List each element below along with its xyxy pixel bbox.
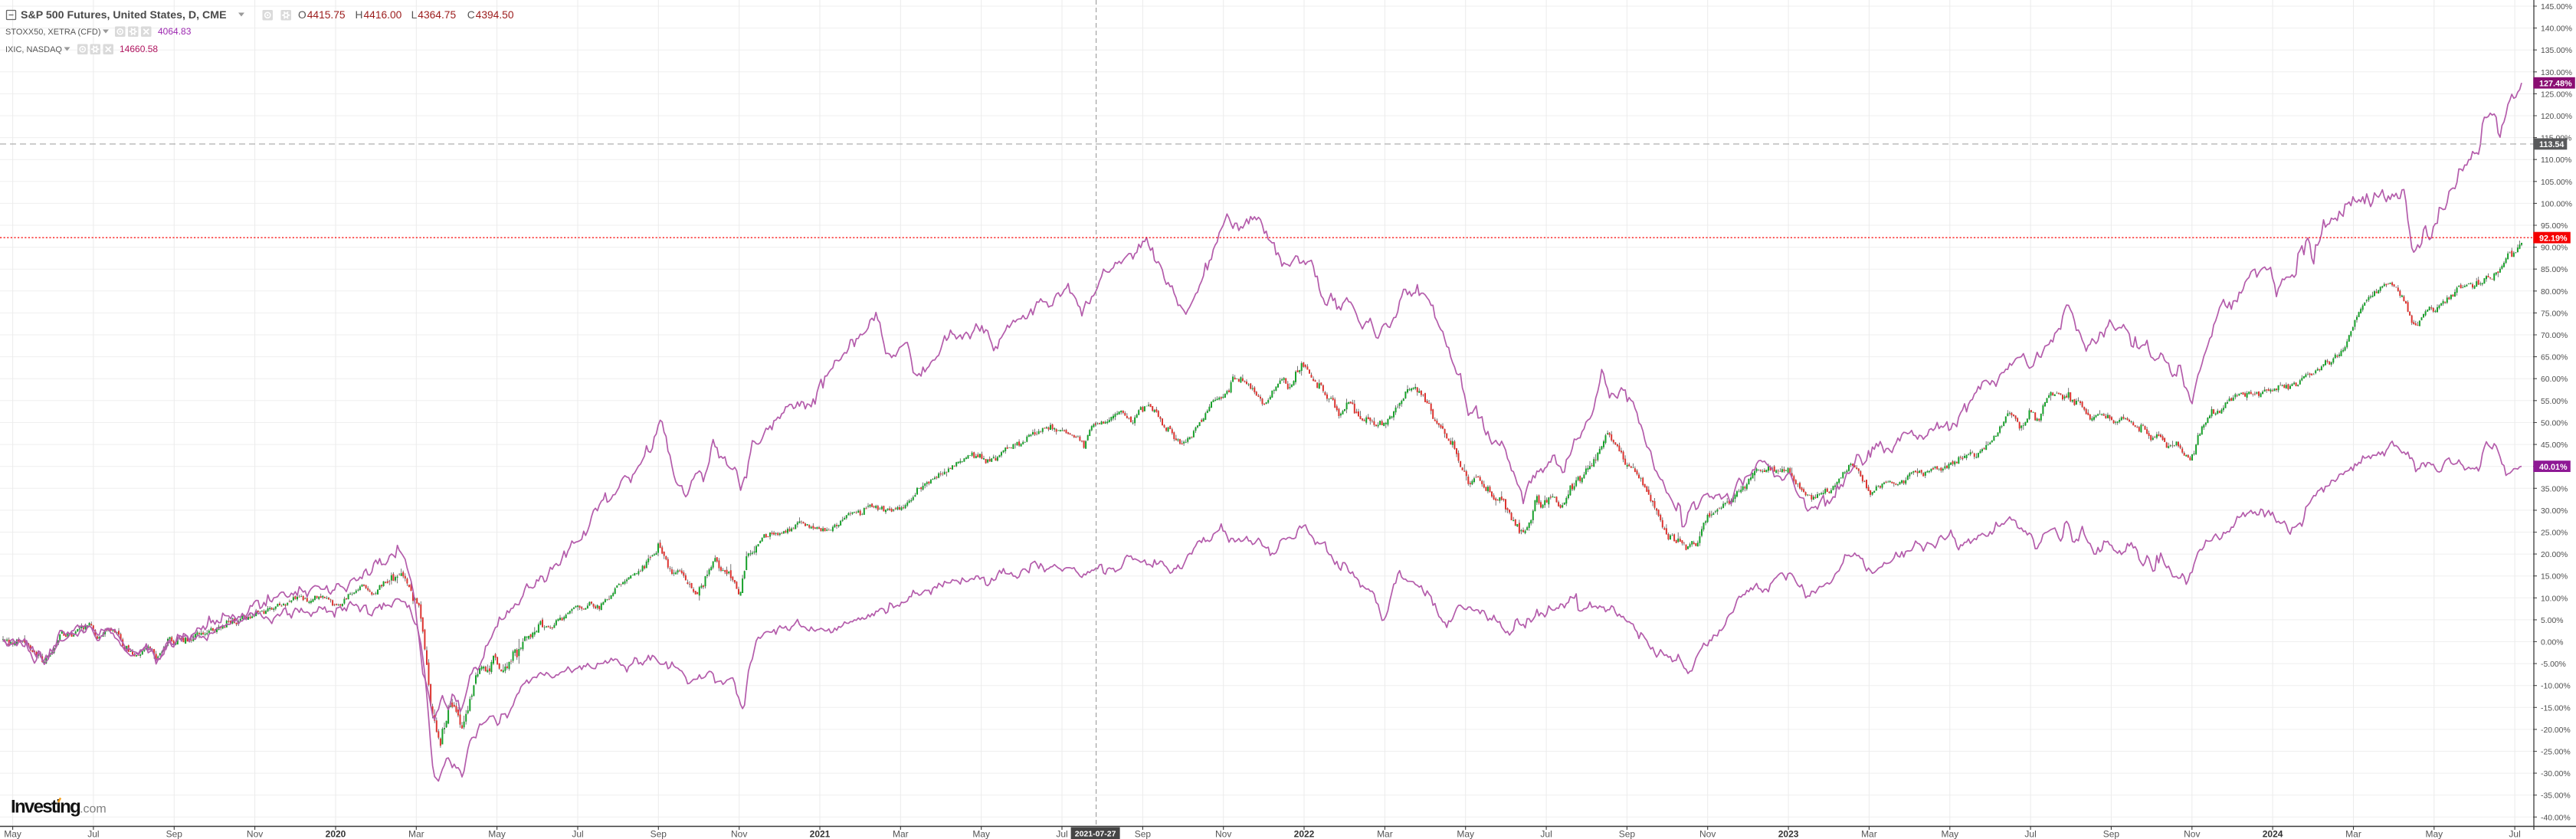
- svg-text:130.00%: 130.00%: [2541, 69, 2572, 77]
- svg-text:50.00%: 50.00%: [2541, 420, 2568, 428]
- svg-text:C4394.50: C4394.50: [467, 9, 514, 21]
- svg-text:60.00%: 60.00%: [2541, 375, 2568, 384]
- svg-text:Jul: Jul: [2024, 829, 2036, 839]
- svg-text:14660.58: 14660.58: [120, 44, 158, 54]
- svg-text:Mar: Mar: [893, 829, 909, 839]
- svg-text:-5.00%: -5.00%: [2541, 660, 2566, 669]
- svg-text:140.00%: 140.00%: [2541, 25, 2572, 34]
- svg-text:-15.00%: -15.00%: [2541, 704, 2571, 713]
- svg-text:May: May: [972, 829, 990, 839]
- svg-text:110.00%: 110.00%: [2541, 156, 2571, 165]
- svg-text:Sep: Sep: [166, 829, 183, 839]
- svg-text:Sep: Sep: [651, 829, 667, 839]
- svg-text:25.00%: 25.00%: [2541, 529, 2568, 538]
- svg-text:0.00%: 0.00%: [2541, 639, 2563, 647]
- svg-text:Jul: Jul: [572, 829, 583, 839]
- svg-text:113.54: 113.54: [2539, 140, 2564, 149]
- svg-text:45.00%: 45.00%: [2541, 441, 2568, 450]
- svg-text:5.00%: 5.00%: [2541, 617, 2563, 625]
- svg-text:105.00%: 105.00%: [2541, 179, 2572, 187]
- svg-text:2020: 2020: [326, 829, 346, 839]
- svg-text:-10.00%: -10.00%: [2541, 683, 2571, 691]
- svg-text:40.01%: 40.01%: [2539, 463, 2568, 472]
- svg-text:85.00%: 85.00%: [2541, 266, 2568, 274]
- svg-text:-30.00%: -30.00%: [2541, 770, 2571, 778]
- svg-text:-35.00%: -35.00%: [2541, 792, 2571, 801]
- svg-text:2021-07-27: 2021-07-27: [1075, 829, 1116, 838]
- svg-text:Sep: Sep: [2103, 829, 2120, 839]
- svg-text:135.00%: 135.00%: [2541, 47, 2572, 55]
- svg-text:4064.83: 4064.83: [158, 26, 192, 37]
- svg-text:May: May: [1941, 829, 1958, 839]
- svg-text:H4416.00: H4416.00: [356, 9, 402, 21]
- svg-text:Sep: Sep: [1135, 829, 1152, 839]
- svg-text:100.00%: 100.00%: [2541, 200, 2572, 208]
- svg-text:May: May: [2425, 829, 2443, 839]
- svg-text:70.00%: 70.00%: [2541, 332, 2568, 340]
- svg-text:Jul: Jul: [2509, 829, 2520, 839]
- svg-text:10.00%: 10.00%: [2541, 595, 2568, 603]
- svg-text:90.00%: 90.00%: [2541, 244, 2568, 253]
- svg-text:Nov: Nov: [731, 829, 747, 839]
- svg-text:-25.00%: -25.00%: [2541, 749, 2571, 757]
- svg-text:Nov: Nov: [1699, 829, 1716, 839]
- svg-text:95.00%: 95.00%: [2541, 222, 2568, 231]
- svg-text:O4415.75: O4415.75: [298, 9, 346, 21]
- svg-text:145.00%: 145.00%: [2541, 3, 2572, 11]
- svg-text:Mar: Mar: [1861, 829, 1877, 839]
- svg-text:127.48%: 127.48%: [2539, 79, 2572, 88]
- svg-text:65.00%: 65.00%: [2541, 354, 2568, 362]
- svg-text:15.00%: 15.00%: [2541, 573, 2568, 582]
- svg-text:STOXX50, XETRA (CFD): STOXX50, XETRA (CFD): [5, 28, 101, 37]
- svg-text:92.19%: 92.19%: [2539, 234, 2568, 243]
- svg-text:-40.00%: -40.00%: [2541, 814, 2571, 822]
- svg-text:Nov: Nov: [1215, 829, 1231, 839]
- svg-text:Nov: Nov: [247, 829, 263, 839]
- svg-text:IXIC, NASDAQ: IXIC, NASDAQ: [5, 45, 62, 54]
- svg-text:Sep: Sep: [1619, 829, 1636, 839]
- svg-text:Mar: Mar: [1377, 829, 1393, 839]
- svg-text:2024: 2024: [2263, 829, 2283, 839]
- svg-text:20.00%: 20.00%: [2541, 551, 2568, 559]
- svg-text:Jul: Jul: [87, 829, 99, 839]
- svg-text:May: May: [488, 829, 506, 839]
- svg-text:S&P 500 Futures, United States: S&P 500 Futures, United States, D, CME: [21, 9, 227, 21]
- svg-text:Mar: Mar: [408, 829, 424, 839]
- svg-text:May: May: [4, 829, 21, 839]
- svg-text:80.00%: 80.00%: [2541, 288, 2568, 297]
- svg-text:-20.00%: -20.00%: [2541, 726, 2571, 735]
- svg-text:75.00%: 75.00%: [2541, 310, 2568, 318]
- svg-text:Mar: Mar: [2345, 829, 2361, 839]
- svg-text:120.00%: 120.00%: [2541, 113, 2572, 121]
- svg-text:2021: 2021: [810, 829, 831, 839]
- svg-text:2022: 2022: [1294, 829, 1315, 839]
- svg-text:Nov: Nov: [2184, 829, 2200, 839]
- svg-text:Jul: Jul: [1056, 829, 1067, 839]
- svg-text:125.00%: 125.00%: [2541, 90, 2572, 99]
- svg-text:2023: 2023: [1778, 829, 1799, 839]
- svg-text:35.00%: 35.00%: [2541, 485, 2568, 493]
- svg-text:Jul: Jul: [1540, 829, 1552, 839]
- svg-text:55.00%: 55.00%: [2541, 398, 2568, 406]
- svg-text:L4364.75: L4364.75: [411, 9, 457, 21]
- svg-text:May: May: [1457, 829, 1474, 839]
- svg-text:30.00%: 30.00%: [2541, 507, 2568, 516]
